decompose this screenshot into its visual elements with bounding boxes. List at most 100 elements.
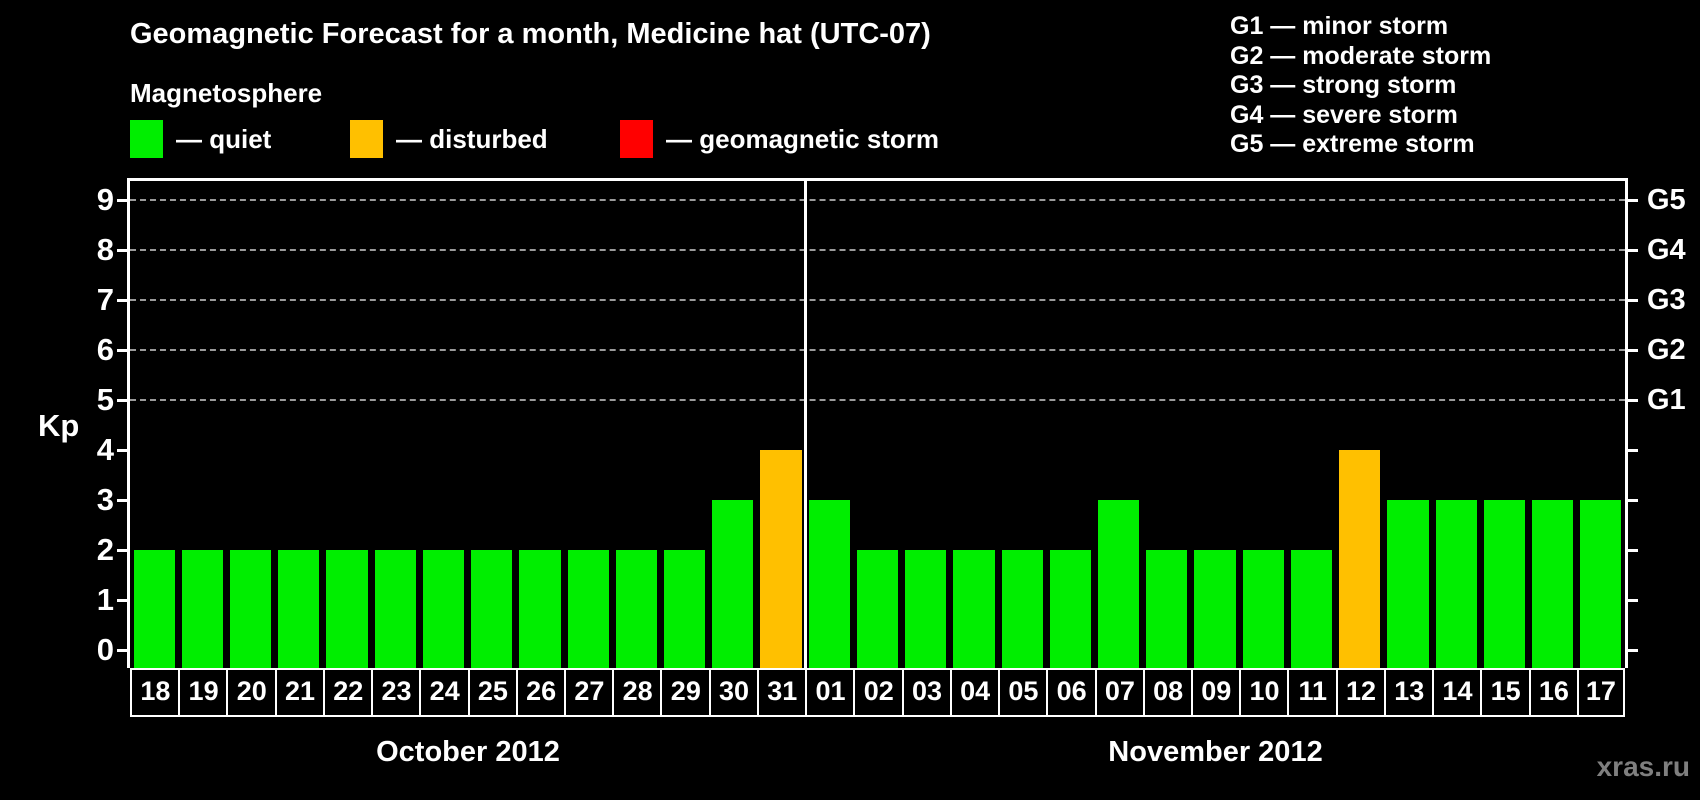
kp-tick-label: 8 [96, 232, 114, 267]
kp-tick-label: 6 [96, 332, 114, 367]
kp-bar-day-03 [905, 550, 947, 668]
kp-tick-label: 4 [96, 432, 114, 467]
left-axis-tick [117, 398, 130, 402]
day-cell-29: 29 [660, 668, 712, 717]
day-cell-22: 22 [322, 668, 374, 717]
left-axis-tick [117, 598, 130, 602]
kp-tick-label: 0 [96, 632, 114, 667]
day-cell-10: 10 [1239, 668, 1290, 717]
left-axis-tick [117, 498, 130, 502]
day-cell-13: 13 [1383, 668, 1435, 717]
day-cell-26: 26 [515, 668, 567, 717]
day-cell-11: 11 [1287, 668, 1339, 717]
kp-bar-day-07 [1098, 500, 1140, 668]
kp-bar-day-28 [615, 550, 657, 668]
kp-bar-day-15 [1483, 500, 1526, 668]
g-level-label-g4: G4 [1647, 234, 1686, 266]
day-cell-18: 18 [130, 668, 181, 717]
kp-bar-day-24 [422, 550, 465, 668]
day-cell-06: 06 [1046, 668, 1097, 717]
day-cell-02: 02 [853, 668, 905, 717]
day-cell-24: 24 [419, 668, 471, 717]
kp-tick-label: 3 [96, 482, 114, 517]
kp-bar-day-19 [181, 550, 223, 668]
g-level-label-g3: G3 [1647, 284, 1686, 316]
left-axis-tick [117, 198, 130, 202]
kp-bar-day-21 [278, 550, 320, 668]
g2-legend-line: G2 — moderate storm [1230, 41, 1492, 70]
kp-bar-day-11 [1290, 550, 1333, 668]
left-axis-tick [117, 448, 130, 452]
day-cell-08: 08 [1142, 668, 1194, 717]
kp-tick-label: 2 [96, 532, 114, 567]
left-axis-tick [117, 648, 130, 652]
kp-tick-label: 5 [96, 382, 114, 417]
legend-item-disturbed: — disturbed [350, 119, 548, 159]
legend-item-storm: — geomagnetic storm [620, 119, 939, 159]
day-cell-21: 21 [274, 668, 326, 717]
right-axis-tick [1625, 398, 1638, 402]
right-axis-tick [1625, 498, 1638, 502]
kp-tick-label: 9 [96, 182, 114, 217]
g4-legend-line: G4 — severe storm [1230, 100, 1458, 129]
day-cell-15: 15 [1480, 668, 1532, 717]
month-label-october: October 2012 [376, 736, 560, 768]
kp-bar-day-02 [856, 550, 899, 668]
kp-bar-day-10 [1242, 550, 1284, 668]
gridline-kp6 [130, 349, 1625, 351]
magnetosphere-subtitle: Magnetosphere [130, 78, 323, 108]
g1-legend-line: G1 — minor storm [1230, 12, 1449, 40]
kp-bar-day-12 [1339, 450, 1381, 668]
day-cell-31: 31 [756, 668, 808, 717]
g3-legend-line: G3 — strong storm [1230, 71, 1457, 99]
day-cell-28: 28 [612, 668, 663, 717]
g5-legend-line: G5 — extreme storm [1230, 130, 1475, 158]
day-cell-17: 17 [1576, 668, 1625, 717]
legend-item-quiet: — quiet [130, 119, 271, 159]
day-cell-16: 16 [1528, 668, 1580, 717]
kp-bar-day-27 [567, 550, 609, 668]
kp-bar-day-14 [1435, 500, 1477, 668]
right-axis-tick [1625, 348, 1638, 352]
storm-color-swatch [620, 120, 653, 158]
month-label-november: November 2012 [1108, 736, 1323, 768]
left-axis-tick [117, 548, 130, 552]
legend-label: — geomagnetic storm [666, 123, 940, 154]
storm-scale-legend: G1 — minor storm G2 — moderate storm G3 … [1230, 12, 1491, 160]
kp-bar-day-13 [1387, 500, 1429, 668]
right-axis-tick [1625, 448, 1638, 452]
right-axis-tick [1625, 548, 1638, 552]
kp-bar-day-31 [760, 450, 802, 668]
day-cell-03: 03 [901, 668, 953, 717]
kp-bar-day-17 [1580, 500, 1622, 668]
kp-bar-day-29 [663, 550, 706, 668]
legend-label: — disturbed [396, 123, 548, 154]
kp-bar-day-06 [1049, 550, 1091, 668]
kp-axis-title: Kp [38, 408, 80, 443]
day-cell-27: 27 [564, 668, 615, 717]
right-axis-tick [1625, 248, 1638, 252]
day-cell-20: 20 [226, 668, 278, 717]
page-title: Geomagnetic Forecast for a month, Medici… [130, 18, 931, 50]
day-cell-30: 30 [708, 668, 760, 717]
kp-bar-day-08 [1146, 550, 1188, 668]
gridline-kp5 [130, 399, 1625, 401]
kp-bar-day-09 [1194, 550, 1236, 668]
day-cell-19: 19 [178, 668, 229, 717]
left-axis-tick [117, 298, 130, 302]
watermark: xras.ru [1596, 751, 1690, 782]
kp-bar-day-26 [519, 550, 561, 668]
day-cell-25: 25 [467, 668, 519, 717]
kp-tick-label: 7 [96, 282, 114, 317]
gridline-kp9 [130, 199, 1625, 201]
g-level-label-g5: G5 [1647, 184, 1686, 216]
kp-bar-day-18 [133, 550, 175, 668]
left-axis-tick [117, 248, 130, 252]
day-cell-23: 23 [371, 668, 422, 717]
gridline-kp8 [130, 249, 1625, 251]
day-cell-12: 12 [1335, 668, 1387, 717]
gridline-kp7 [130, 299, 1625, 301]
g-level-label-g1: G1 [1647, 384, 1686, 416]
day-cell-01: 01 [805, 668, 856, 717]
